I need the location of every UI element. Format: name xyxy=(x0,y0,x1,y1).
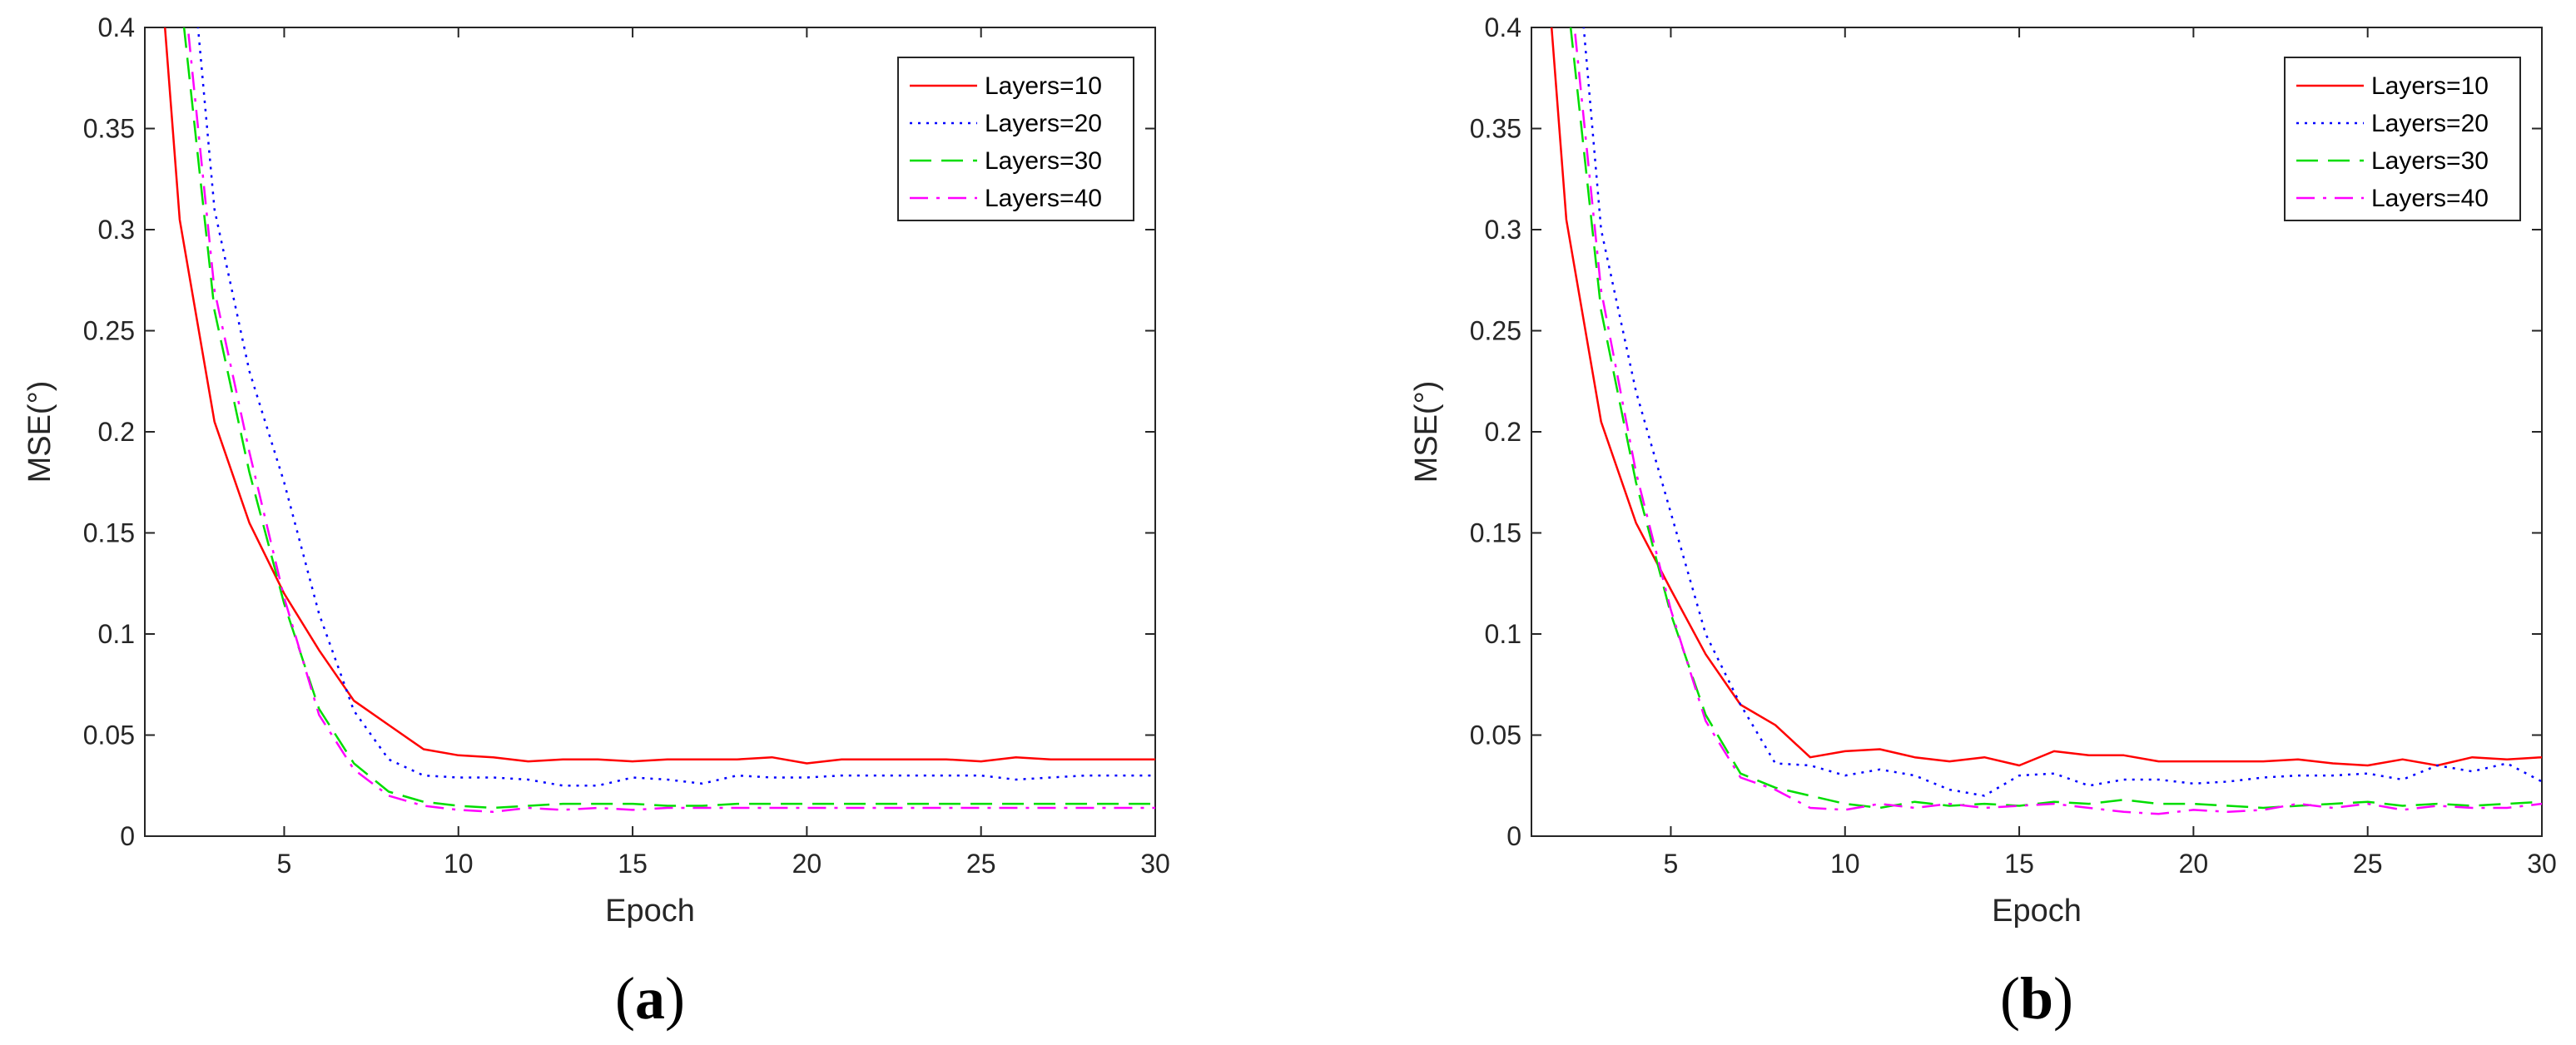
y-ticks-a: 0 0.05 0.1 0.15 0.2 0.25 0.3 0.35 0.4 xyxy=(83,12,1155,851)
caption-open-paren: ( xyxy=(615,965,635,1032)
y-tick-label: 0.3 xyxy=(1485,215,1521,245)
y-tick-label: 0.4 xyxy=(98,12,135,42)
y-tick-label: 0.15 xyxy=(83,518,135,548)
x-tick-label: 25 xyxy=(966,849,996,879)
x-axis-label-a: Epoch xyxy=(605,894,695,929)
caption-b: (b) xyxy=(2000,965,2073,1032)
x-ticks-b: 5 10 15 20 25 30 xyxy=(1664,27,2557,879)
y-tick-label: 0.3 xyxy=(98,215,135,245)
y-axis-label-a: MSE(°) xyxy=(22,381,57,483)
legend-label: Layers=10 xyxy=(2371,72,2489,100)
x-tick-label: 15 xyxy=(2004,849,2034,879)
y-axis-label-b: MSE(°) xyxy=(1409,381,1444,483)
x-tick-label: 20 xyxy=(2179,849,2209,879)
x-tick-label: 15 xyxy=(618,849,648,879)
chart-panel-b: 0 0.05 0.1 0.15 0.2 0.25 0.3 0.35 0.4 5 10 15 20 25 3… xyxy=(1409,12,2557,1032)
y-tick-label: 0 xyxy=(1506,821,1521,851)
x-tick-label: 20 xyxy=(792,849,822,879)
x-tick-label: 30 xyxy=(1140,849,1170,879)
y-tick-label: 0.2 xyxy=(98,417,135,447)
caption-letter-b: b xyxy=(2020,965,2053,1032)
series-line-layers-20 xyxy=(1582,27,2542,797)
y-tick-label: 0.35 xyxy=(83,114,135,144)
series-line-layers-40 xyxy=(1573,27,2542,815)
x-tick-label: 30 xyxy=(2527,849,2557,879)
x-tick-label: 25 xyxy=(2353,849,2383,879)
caption-close-paren: ) xyxy=(2053,965,2073,1032)
legend-label: Layers=40 xyxy=(2371,185,2489,212)
legend-a: Layers=10 Layers=20 Layers=30 Layers=40 xyxy=(897,57,1134,221)
x-tick-label: 10 xyxy=(1830,849,1860,879)
x-tick-label: 5 xyxy=(277,849,292,879)
legend-box-b xyxy=(2284,57,2521,221)
series-group-b xyxy=(1550,27,2542,815)
legend-label: Layers=30 xyxy=(2371,147,2489,175)
series-line-layers-10 xyxy=(163,27,1155,765)
legend-box-a xyxy=(897,57,1134,221)
caption-a: (a) xyxy=(615,965,685,1032)
y-tick-label: 0.25 xyxy=(83,316,135,346)
y-tick-label: 0.1 xyxy=(98,619,135,649)
y-tick-label: 0.1 xyxy=(1485,619,1521,649)
y-tick-label: 0.25 xyxy=(1470,316,1521,346)
series-line-layers-30 xyxy=(182,27,1155,810)
legend-label: Layers=30 xyxy=(985,147,1102,175)
y-tick-label: 0 xyxy=(120,821,135,851)
x-ticks-a: 5 10 15 20 25 30 xyxy=(277,27,1170,879)
x-tick-label: 5 xyxy=(1664,849,1679,879)
legend-label: Layers=10 xyxy=(985,72,1102,100)
x-tick-label: 10 xyxy=(444,849,474,879)
y-tick-label: 0.05 xyxy=(83,721,135,750)
y-tick-label: 0.35 xyxy=(1470,114,1521,144)
y-tick-label: 0.4 xyxy=(1485,12,1521,42)
series-line-layers-30 xyxy=(1569,27,2542,810)
y-tick-label: 0.2 xyxy=(1485,417,1521,447)
series-line-layers-10 xyxy=(1550,27,2542,767)
legend-label: Layers=40 xyxy=(985,185,1102,212)
caption-close-paren: ) xyxy=(665,965,685,1032)
series-group-a xyxy=(163,27,1155,814)
x-axis-label-b: Epoch xyxy=(1992,894,2082,929)
y-tick-label: 0.05 xyxy=(1470,721,1521,750)
legend-label: Layers=20 xyxy=(985,110,1102,137)
legend-label: Layers=20 xyxy=(2371,110,2489,137)
legend-b: Layers=10 Layers=20 Layers=30 Layers=40 xyxy=(2284,57,2521,221)
chart-panel-a: 0 0.05 0.1 0.15 0.2 0.25 0.3 0.35 0.4 5 10 15 20 25 3… xyxy=(22,12,1170,1032)
y-ticks-b: 0 0.05 0.1 0.15 0.2 0.25 0.3 0.35 0.4 xyxy=(1470,12,2542,851)
y-tick-label: 0.15 xyxy=(1470,518,1521,548)
caption-letter-a: a xyxy=(635,965,665,1032)
caption-open-paren: ( xyxy=(2000,965,2020,1032)
